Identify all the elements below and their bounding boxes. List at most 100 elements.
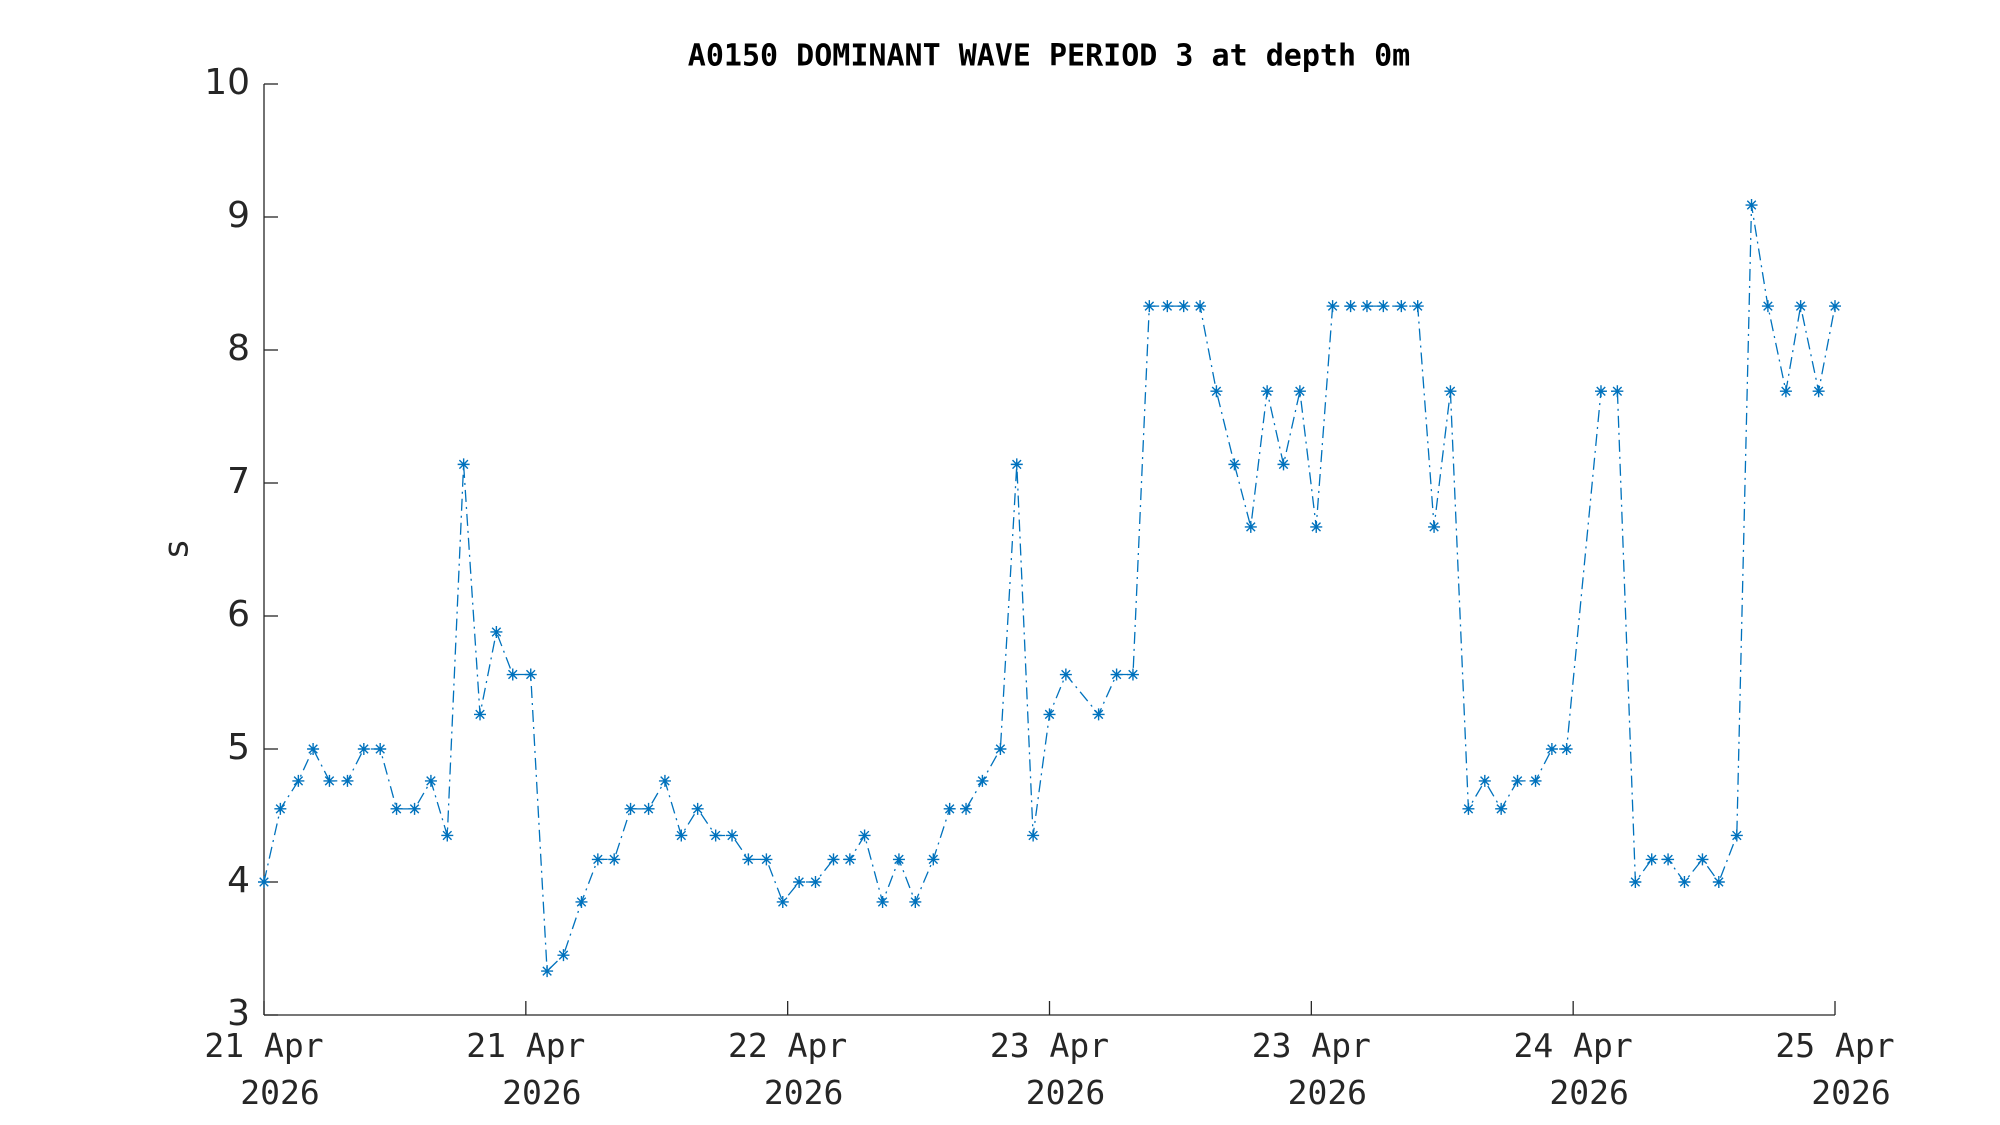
data-marker — [1645, 853, 1658, 866]
data-marker — [1377, 300, 1390, 313]
data-marker — [960, 802, 973, 815]
data-marker — [726, 829, 739, 842]
data-marker — [541, 965, 554, 978]
data-marker — [274, 802, 287, 815]
data-marker — [809, 876, 822, 888]
data-marker — [474, 708, 487, 721]
data-marker — [1745, 199, 1758, 212]
data-marker — [827, 853, 840, 866]
data-marker — [892, 853, 905, 866]
data-marker — [1629, 876, 1642, 888]
data-marker — [1293, 385, 1306, 398]
data-marker — [776, 895, 789, 908]
data-marker — [1143, 300, 1156, 313]
data-marker — [524, 668, 537, 681]
y-tick-label: 8 — [227, 328, 250, 369]
data-marker — [591, 853, 604, 866]
data-marker — [1730, 829, 1743, 842]
data-marker — [1662, 853, 1675, 866]
data-marker — [994, 743, 1007, 755]
data-marker — [1395, 300, 1408, 313]
data-marker — [1126, 668, 1139, 681]
x-tick-label: 23 Apr 2026 — [1252, 1026, 1371, 1112]
data-marker — [1529, 774, 1542, 787]
data-marker — [506, 668, 519, 681]
data-marker — [976, 774, 989, 787]
x-tick-label: 23 Apr 2026 — [990, 1026, 1109, 1112]
data-marker — [709, 829, 722, 842]
data-marker — [408, 802, 421, 815]
x-tick-label: 21 Apr 2026 — [466, 1026, 585, 1112]
data-marker — [1277, 458, 1290, 471]
data-marker — [1511, 774, 1524, 787]
data-marker — [1545, 743, 1558, 755]
data-marker — [424, 774, 437, 787]
data-marker — [1812, 385, 1825, 398]
data-marker — [691, 802, 704, 815]
data-marker — [1678, 876, 1691, 888]
data-marker — [1027, 829, 1040, 842]
data-marker — [943, 802, 956, 815]
data-marker — [793, 876, 806, 888]
data-marker — [1210, 385, 1223, 398]
data-marker — [457, 458, 470, 471]
data-marker — [374, 743, 387, 755]
chart-title: A0150 DOMINANT WAVE PERIOD 3 at depth 0m — [688, 39, 1410, 74]
data-marker — [858, 829, 871, 842]
y-tick-label: 3 — [227, 993, 250, 1034]
data-marker — [341, 774, 354, 787]
data-marker — [490, 625, 503, 638]
data-marker — [1194, 300, 1207, 313]
y-tick-label: 4 — [227, 860, 250, 901]
data-marker — [1326, 300, 1339, 313]
data-marker — [876, 895, 889, 908]
data-marker — [1092, 708, 1105, 721]
y-tick-label: 5 — [227, 727, 250, 768]
data-marker — [1560, 743, 1573, 755]
data-marker — [742, 853, 755, 866]
y-tick-label: 10 — [204, 62, 250, 103]
data-marker — [843, 853, 856, 866]
data-marker — [1761, 300, 1774, 313]
data-marker — [1696, 853, 1709, 866]
data-marker — [1043, 708, 1056, 721]
data-marker — [557, 949, 570, 962]
x-tick-label: 21 Apr 2026 — [204, 1026, 323, 1112]
data-marker — [658, 774, 671, 787]
x-tick-label: 25 Apr 2026 — [1775, 1026, 1894, 1112]
data-marker — [1478, 774, 1491, 787]
data-marker — [1495, 802, 1508, 815]
data-marker — [1344, 300, 1357, 313]
data-marker — [323, 774, 336, 787]
data-marker — [1310, 520, 1323, 533]
data-marker — [1611, 385, 1624, 398]
data-marker — [1228, 458, 1241, 471]
data-marker — [441, 829, 454, 842]
x-tick-label: 22 Apr 2026 — [728, 1026, 847, 1112]
data-marker — [1779, 385, 1792, 398]
y-axis-label: s — [157, 540, 197, 558]
data-marker — [1010, 458, 1023, 471]
data-marker — [675, 829, 688, 842]
data-marker — [292, 774, 305, 787]
data-line — [263, 204, 1836, 973]
data-marker — [1794, 300, 1807, 313]
data-marker — [760, 853, 773, 866]
data-marker — [642, 802, 655, 815]
data-marker — [1462, 802, 1475, 815]
data-marker — [1110, 668, 1123, 681]
y-tick-label: 9 — [227, 195, 250, 236]
data-marker — [258, 876, 270, 888]
data-marker — [1177, 300, 1190, 313]
data-marker — [1594, 385, 1607, 398]
data-marker — [357, 743, 370, 755]
data-marker — [927, 853, 940, 866]
data-marker — [1712, 876, 1725, 888]
data-marker — [1261, 385, 1274, 398]
data-marker — [608, 853, 621, 866]
data-marker — [1244, 520, 1257, 533]
y-tick-label: 6 — [227, 594, 250, 635]
data-marker — [624, 802, 637, 815]
data-marker — [1444, 385, 1457, 398]
